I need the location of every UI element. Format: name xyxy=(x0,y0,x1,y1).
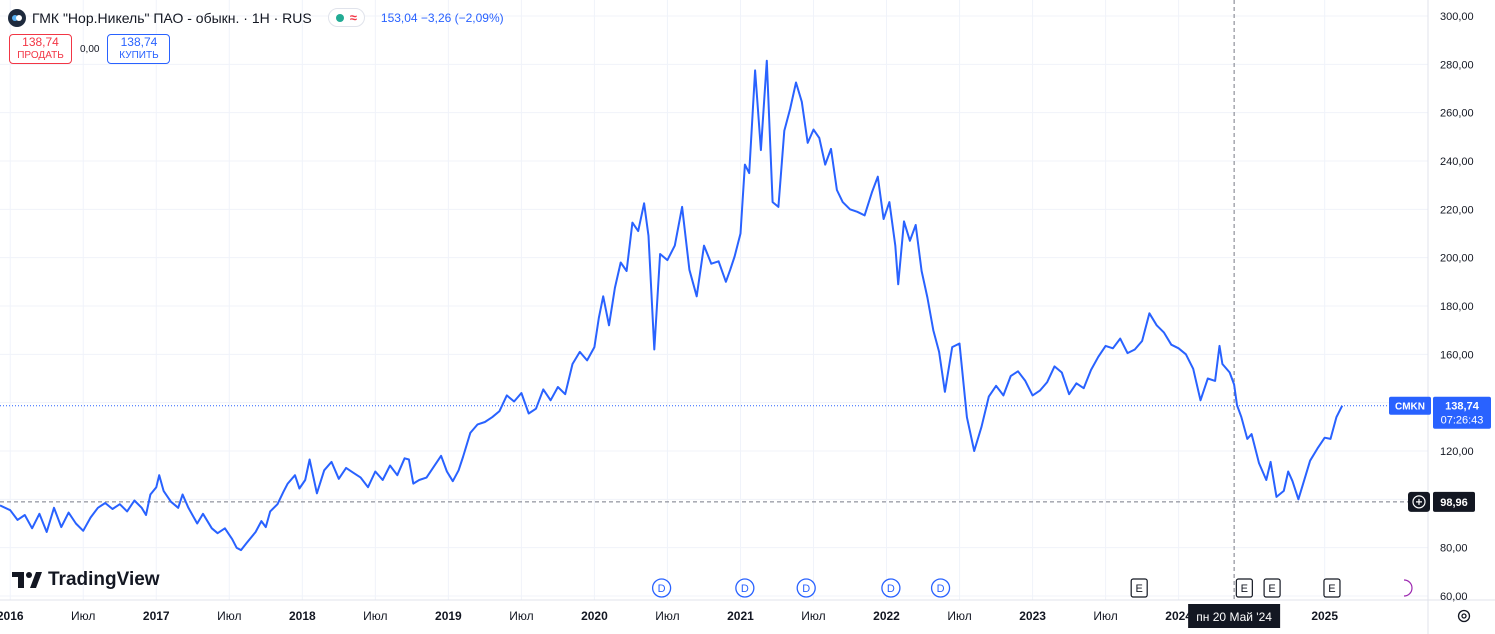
x-tick-label: 2017 xyxy=(143,609,170,623)
scale-settings-button[interactable] xyxy=(1455,607,1473,625)
x-tick-label: Июл xyxy=(947,609,971,623)
event-group-indicator-icon xyxy=(1403,579,1413,597)
earnings-event-marker[interactable] xyxy=(1235,578,1253,598)
dividend-event-label: D xyxy=(741,583,749,595)
dividend-event-label: D xyxy=(887,583,895,595)
symbol-tag-bg xyxy=(1389,396,1431,415)
dividend-event-marker[interactable] xyxy=(735,578,755,598)
plus-circle-icon xyxy=(1412,495,1426,509)
dividend-event-marker[interactable] xyxy=(651,578,672,598)
symbol-tag-label: CMKN xyxy=(1395,402,1425,413)
x-tick-label: 2022 xyxy=(873,609,900,623)
buy-button[interactable]: 138,74 КУПИТЬ xyxy=(107,34,171,64)
x-tick-label: 2019 xyxy=(435,609,462,623)
tradingview-logo[interactable]: TradingView xyxy=(12,569,160,591)
level-price-box xyxy=(1433,491,1475,512)
market-status-pill[interactable]: ≈ xyxy=(327,8,365,27)
y-tick-label: 300,00 xyxy=(1440,11,1474,23)
earnings-event-marker[interactable] xyxy=(1263,578,1281,598)
trade-panel: 138,74 ПРОДАТЬ 0,00 138,74 КУПИТЬ xyxy=(9,34,171,64)
sell-button[interactable]: 138,74 ПРОДАТЬ xyxy=(9,34,72,64)
dividend-event-label: D xyxy=(937,583,945,595)
spread-value: 0,00 xyxy=(80,43,100,55)
symbol-logo-icon xyxy=(8,8,26,27)
earnings-event-marker[interactable] xyxy=(1323,578,1341,598)
x-tick-label: Июл xyxy=(1093,609,1117,623)
earnings-event-marker[interactable] xyxy=(1130,578,1148,598)
crosshair-date-label: пн 20 Май '24 xyxy=(1196,610,1272,624)
y-tick-label: 240,00 xyxy=(1440,156,1474,168)
x-tick-label: 2024 xyxy=(1165,609,1192,623)
sell-label: ПРОДАТЬ xyxy=(17,50,64,61)
earnings-event-label: E xyxy=(1328,583,1335,595)
level-price-label: 98,96 xyxy=(1440,497,1468,509)
dividend-event-marker[interactable] xyxy=(930,578,951,598)
plus-icon xyxy=(1416,498,1422,505)
x-tick-label: Июл xyxy=(363,609,387,623)
x-tick-label: 2020 xyxy=(581,609,608,623)
buy-label: КУПИТЬ xyxy=(119,50,159,61)
dividend-event-marker[interactable] xyxy=(796,578,816,598)
tradingview-logo-text: TradingView xyxy=(48,569,160,590)
x-tick-label: Июл xyxy=(801,609,825,623)
dividend-event-label: D xyxy=(658,583,666,595)
y-tick-label: 60,00 xyxy=(1440,591,1468,603)
dividend-event-label: D xyxy=(802,583,810,595)
dividend-event-marker[interactable] xyxy=(881,578,901,598)
x-tick-label: Июл xyxy=(71,609,95,623)
y-tick-label: 280,00 xyxy=(1440,59,1474,71)
y-tick-label: 160,00 xyxy=(1440,349,1474,361)
earnings-event-label: E xyxy=(1268,583,1275,595)
y-tick-label: 260,00 xyxy=(1440,108,1474,120)
market-open-dot-icon xyxy=(335,13,344,22)
x-tick-label: 2025 xyxy=(1311,609,1338,623)
x-tick-label: 2023 xyxy=(1019,609,1046,623)
buy-price: 138,74 xyxy=(120,35,158,49)
price-series-line[interactable] xyxy=(0,59,1344,552)
x-tick-label: Июл xyxy=(509,609,533,623)
y-tick-label: 120,00 xyxy=(1440,446,1474,458)
x-tick-label: 2016 xyxy=(0,609,24,623)
delayed-data-icon: ≈ xyxy=(349,10,357,25)
price-change-info: 153,04 −3,26 (−2,09%) xyxy=(380,10,504,25)
y-tick-label: 180,00 xyxy=(1440,301,1474,313)
gear-icon xyxy=(1457,609,1471,623)
bar-countdown-label: 07:26:43 xyxy=(1441,415,1484,427)
last-price-box xyxy=(1433,396,1491,429)
x-tick-label: 2018 xyxy=(289,609,316,623)
sell-price: 138,74 xyxy=(22,35,59,49)
earnings-event-label: E xyxy=(1241,583,1248,595)
x-tick-label: Июл xyxy=(217,609,241,623)
earnings-event-label: E xyxy=(1136,583,1143,595)
x-tick-label: 2021 xyxy=(727,609,754,623)
symbol-header: ГМК "Нор.Никель" ПАО - обыкн. · 1Н · RUS… xyxy=(8,8,504,27)
y-tick-label: 200,00 xyxy=(1440,253,1474,265)
crosshair-date-label-bg xyxy=(1188,604,1281,628)
tradingview-logo-icon xyxy=(12,572,42,588)
symbol-title[interactable]: ГМК "Нор.Никель" ПАО - обыкн. · 1Н · RUS xyxy=(32,9,312,26)
y-tick-label: 220,00 xyxy=(1440,204,1474,216)
last-price-label: 138,74 xyxy=(1445,401,1480,413)
y-tick-label: 80,00 xyxy=(1440,543,1468,555)
x-tick-label: Июл xyxy=(655,609,679,623)
